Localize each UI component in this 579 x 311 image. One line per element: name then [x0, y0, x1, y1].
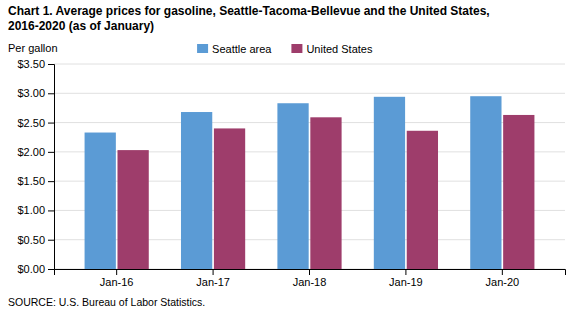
chart: Chart 1. Average prices for gasoline, Se…	[0, 0, 579, 311]
plot: $0.00 $0.50 $1.00 $1.50 $2.00 $2.50 $3.00 $3.50…	[17, 58, 565, 288]
tick-mark	[309, 269, 310, 275]
tick-mark	[48, 123, 54, 124]
tick-label: Jan-20	[486, 276, 520, 288]
tick-label: $0.00	[17, 263, 45, 275]
tick-label: $3.50	[17, 58, 45, 70]
grid-line	[54, 64, 565, 65]
tick: $2.50	[17, 117, 54, 129]
tick-label: $1.50	[17, 175, 45, 187]
tick: $0.50	[17, 234, 54, 246]
x-axis: Jan-16 Jan-17 Jan-18 Jan-19 Jan-20	[55, 269, 566, 288]
title: Chart 1. Average prices for gasoline, Se…	[8, 4, 490, 18]
tick-label: $3.00	[17, 87, 45, 99]
axis-line	[55, 270, 566, 276]
bars	[85, 96, 535, 269]
legend-label: Seattle area	[212, 43, 272, 55]
tick-label: Jan-16	[100, 276, 134, 288]
bar	[407, 131, 438, 269]
grid	[54, 64, 565, 269]
tick-mark	[48, 93, 54, 94]
tick: Jan-16	[100, 269, 134, 288]
tick: $1.00	[17, 204, 54, 216]
subtitle: 2016-2020 (as of January)	[8, 19, 154, 33]
tick-label: Jan-18	[293, 276, 327, 288]
tick-label: $0.50	[17, 234, 45, 246]
legend-item: United States	[291, 43, 373, 55]
tick-mark	[48, 240, 54, 241]
legend-label: United States	[306, 43, 373, 55]
tick-mark	[502, 269, 503, 275]
tick: Jan-20	[486, 269, 520, 288]
legend-swatch	[197, 44, 208, 53]
y-axis-label: Per gallon	[8, 42, 58, 54]
bar	[310, 117, 341, 269]
annotation: SOURCE: U.S. Bureau of Labor Statistics.	[8, 296, 205, 308]
tick: Jan-17	[196, 269, 230, 288]
legend: Seattle area United States	[197, 43, 373, 55]
bar	[503, 115, 534, 269]
bar-series	[85, 96, 502, 269]
tick-mark	[48, 210, 54, 211]
bar	[277, 103, 308, 269]
tick: Jan-18	[293, 269, 327, 288]
tick-mark	[116, 269, 117, 275]
tick: Jan-19	[389, 269, 423, 288]
tick-mark	[213, 269, 214, 275]
tick: $2.00	[17, 146, 54, 158]
bar	[181, 112, 212, 269]
tick: $3.50	[17, 58, 54, 70]
legend-swatch	[291, 44, 302, 53]
tick-mark	[48, 269, 54, 270]
tick-mark	[48, 152, 54, 153]
tick-mark	[48, 181, 54, 182]
bar	[117, 150, 148, 269]
bar-series	[117, 115, 534, 269]
bar	[214, 128, 245, 269]
tick: $1.50	[17, 175, 54, 187]
grid-line	[54, 93, 565, 94]
tick-label: Jan-19	[389, 276, 423, 288]
tick-mark	[405, 269, 406, 275]
axis-line	[48, 65, 55, 270]
tick-label: $2.50	[17, 117, 45, 129]
legend-item: Seattle area	[197, 43, 272, 55]
tick: $3.00	[17, 87, 54, 99]
tick: $0.00	[17, 263, 54, 275]
bar	[85, 133, 116, 269]
tick-label: $2.00	[17, 146, 45, 158]
bar	[374, 97, 405, 269]
tick-label: Jan-17	[196, 276, 230, 288]
tick-mark	[48, 64, 54, 65]
bar	[470, 96, 501, 269]
y-axis: $0.00 $0.50 $1.00 $1.50 $2.00 $2.50 $3.00 $3.50	[17, 58, 54, 275]
tick-label: $1.00	[17, 204, 45, 216]
